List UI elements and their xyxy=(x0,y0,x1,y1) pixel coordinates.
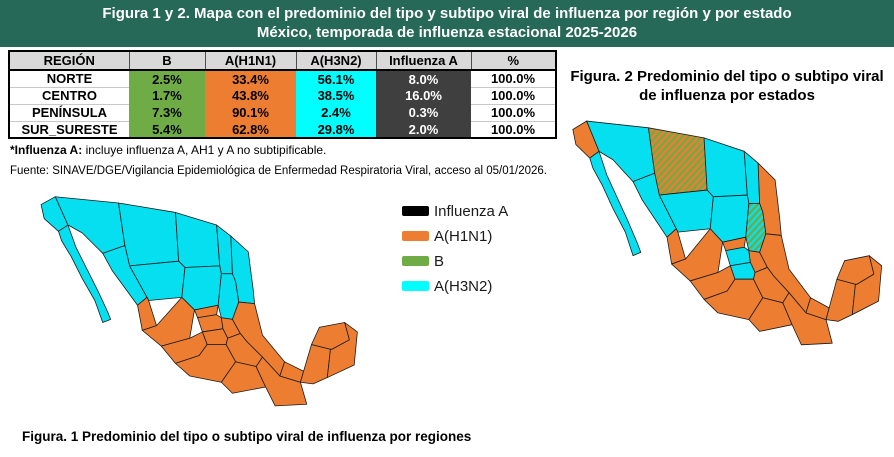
value-total: 100.0% xyxy=(471,104,556,122)
table-row: SUR_SURESTE 5.4% 62.8% 29.8% 2.0% 100.0% xyxy=(9,121,556,138)
value-influenza-a: 0.3% xyxy=(376,104,471,121)
state-qroo xyxy=(326,322,358,378)
col-header-influenza-a: Influenza A xyxy=(375,51,471,71)
figure2-title-line1: Figura. 2 Predominio del tipo o subtipo … xyxy=(570,68,884,85)
value-influenza-a: 2.0% xyxy=(376,121,471,138)
figure1-caption: Figura. 1 Predominio del tipo o subtipo … xyxy=(22,429,472,444)
region-name: PENÍNSULA xyxy=(9,104,129,122)
page-title: Figura 1 y 2. Mapa con el predominio del… xyxy=(0,0,894,47)
figure2-title: Figura. 2 Predominio del tipo o subtipo … xyxy=(560,67,894,105)
legend-swatch-h3n2 xyxy=(402,281,429,291)
value-h1n1: 43.8% xyxy=(205,87,296,104)
state-coahuila xyxy=(175,212,221,268)
state-nayarit xyxy=(137,296,157,331)
value-h3n2: 29.8% xyxy=(296,121,376,138)
value-h3n2: 56.1% xyxy=(296,70,376,87)
value-b: 5.4% xyxy=(129,121,205,138)
figure2-title-line2: de influenza por estados xyxy=(639,87,815,104)
region-name: NORTE xyxy=(9,70,129,88)
legend-item-h3n2: A(H3N2) xyxy=(402,277,508,295)
footnote-influenza-a-label: *Influenza A: xyxy=(10,143,83,157)
state-bcs xyxy=(58,224,112,323)
legend-label: B xyxy=(434,252,445,270)
value-h1n1: 33.4% xyxy=(205,70,296,87)
value-h3n2: 2.4% xyxy=(296,104,376,121)
col-header-percent: % xyxy=(470,51,556,71)
mexico-map-states xyxy=(572,120,883,346)
value-influenza-a: 8.0% xyxy=(376,70,471,87)
legend-label: Influenza A xyxy=(434,202,509,220)
table-row: PENÍNSULA 7.3% 90.1% 2.4% 0.3% 100.0% xyxy=(9,104,556,122)
value-total: 100.0% xyxy=(471,121,556,138)
mexico-map-regions xyxy=(40,196,358,407)
col-header-h1n1: A(H1N1) xyxy=(204,51,296,71)
page-title-line1: Figura 1 y 2. Mapa con el predominio del… xyxy=(102,5,792,22)
table-row: NORTE 2.5% 33.4% 56.1% 8.0% 100.0% xyxy=(9,70,556,88)
legend-swatch-influenza-a xyxy=(402,206,429,216)
region-name: CENTRO xyxy=(9,87,129,105)
value-total: 100.0% xyxy=(471,70,556,88)
state-nayarit xyxy=(666,228,686,265)
legend-item-h1n1: A(H1N1) xyxy=(402,227,508,245)
col-header-b: B xyxy=(128,51,205,71)
value-h3n2: 38.5% xyxy=(296,87,376,104)
state-campeche xyxy=(825,278,856,322)
state-campeche xyxy=(300,344,331,385)
state-coahuila xyxy=(703,137,748,198)
map-legend: Influenza A A(H1N1) B A(H3N2) xyxy=(402,203,508,303)
source-note: Fuente: SINAVE/DGE/Vigilancia Epidemioló… xyxy=(10,165,547,177)
state-guerrero xyxy=(175,344,236,383)
value-influenza-a: 16.0% xyxy=(376,87,471,104)
col-header-h3n2: A(H3N2) xyxy=(295,51,376,71)
legend-swatch-b xyxy=(402,256,429,266)
value-h1n1: 62.8% xyxy=(205,121,296,138)
state-bcs xyxy=(589,150,642,257)
footnote-influenza-a-text: incluye influenza A, AH1 y A no subtipif… xyxy=(82,143,327,157)
legend-item-influenza-a: Influenza A xyxy=(402,202,509,220)
state-qroo xyxy=(851,255,883,315)
value-total: 100.0% xyxy=(471,87,556,105)
region-name: SUR_SURESTE xyxy=(9,121,129,138)
page-title-line2: México, temporada de influenza estaciona… xyxy=(256,24,638,41)
state-guerrero xyxy=(703,278,764,321)
legend-swatch-h1n1 xyxy=(402,231,429,241)
legend-item-b: B xyxy=(402,252,508,270)
value-b: 7.3% xyxy=(129,104,205,121)
region-table: REGIÓN B A(H1N1) A(H3N2) Influenza A % N… xyxy=(8,50,557,139)
value-b: 1.7% xyxy=(129,87,205,104)
value-b: 2.5% xyxy=(129,70,205,87)
table-header-row: REGIÓN B A(H1N1) A(H3N2) Influenza A % xyxy=(9,51,556,71)
col-header-region: REGIÓN xyxy=(9,51,129,71)
region-table-wrap: REGIÓN B A(H1N1) A(H3N2) Influenza A % N… xyxy=(8,50,557,139)
footnote-influenza-a: *Influenza A: incluye influenza A, AH1 y… xyxy=(10,143,326,157)
table-row: CENTRO 1.7% 43.8% 38.5% 16.0% 100.0% xyxy=(9,87,556,105)
value-h1n1: 90.1% xyxy=(205,104,296,121)
legend-label: A(H3N2) xyxy=(434,277,493,295)
legend-label: A(H1N1) xyxy=(434,227,493,245)
